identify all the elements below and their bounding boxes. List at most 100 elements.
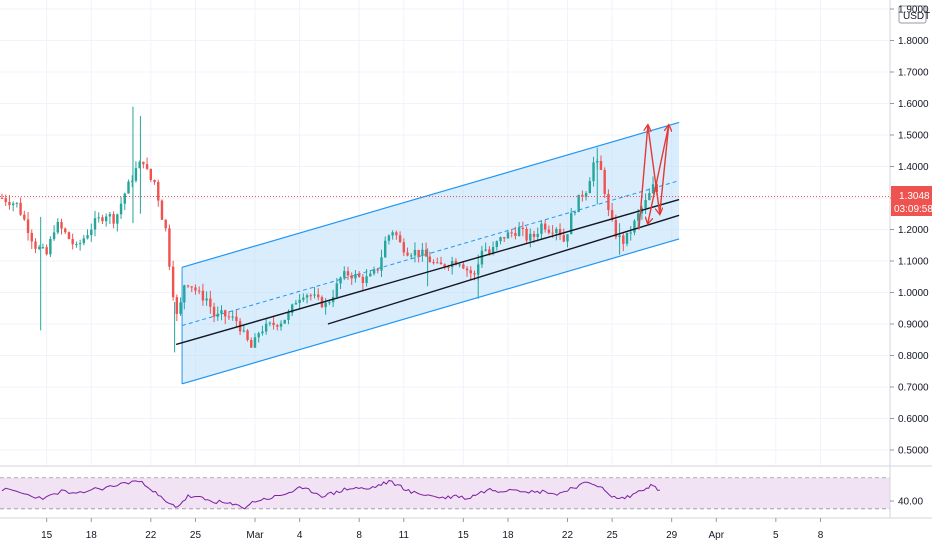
candle-body bbox=[224, 310, 227, 317]
candle-body bbox=[584, 193, 588, 197]
regression-channel[interactable] bbox=[181, 121, 680, 385]
candle-body bbox=[573, 212, 577, 214]
candle-body bbox=[361, 276, 365, 283]
black-trend-line-2[interactable] bbox=[327, 214, 680, 325]
last-price-badge: 1.3048 03:09:58 bbox=[891, 186, 932, 216]
candle-body bbox=[525, 228, 528, 241]
candle-body bbox=[532, 233, 536, 237]
candle-body bbox=[543, 223, 547, 230]
candle-body bbox=[19, 202, 22, 215]
candle-body bbox=[577, 194, 580, 213]
candle-body bbox=[514, 232, 517, 236]
time-axis[interactable]: 15 18 22 25 Mar 4 8 11 15 18 22 25 29 Apr 5 8 bbox=[0, 517, 932, 541]
candle-body bbox=[622, 235, 625, 244]
candle-body bbox=[566, 234, 569, 242]
candle-body bbox=[529, 233, 532, 241]
rsi-tick-label: 40.00 bbox=[898, 497, 923, 508]
candle-body bbox=[450, 261, 454, 268]
candle-body bbox=[4, 198, 7, 202]
time-tick-label: 29 bbox=[666, 530, 678, 541]
candle-body bbox=[506, 232, 510, 239]
candle-body bbox=[469, 270, 472, 274]
candle-body bbox=[75, 244, 78, 246]
candle-body bbox=[287, 312, 290, 320]
candle-body bbox=[491, 247, 495, 254]
candle-body bbox=[257, 333, 260, 338]
candle-body bbox=[283, 319, 286, 324]
candle-body bbox=[93, 218, 97, 230]
candle-body bbox=[317, 294, 320, 298]
time-tick-label: 4 bbox=[297, 530, 303, 541]
candle-body bbox=[328, 302, 331, 304]
price-tick-label: 1.4000 bbox=[898, 162, 929, 173]
price-tick-label: 1.8000 bbox=[898, 36, 929, 47]
candle-body bbox=[603, 169, 606, 194]
candle-body bbox=[34, 241, 37, 249]
candle-body bbox=[558, 229, 562, 236]
candle-body bbox=[8, 201, 11, 206]
time-tick-label: 25 bbox=[607, 530, 619, 541]
projection-arrow[interactable] bbox=[638, 126, 648, 230]
candle-body bbox=[443, 264, 446, 267]
time-tick-label: 5 bbox=[773, 530, 779, 541]
candle-body bbox=[272, 322, 275, 326]
candle-body bbox=[417, 249, 420, 256]
channel-lower-line[interactable] bbox=[181, 238, 680, 385]
price-tick-label: 1.7000 bbox=[898, 68, 929, 79]
candle-body bbox=[391, 232, 394, 236]
candle-body bbox=[212, 306, 216, 317]
candle-body bbox=[82, 238, 86, 244]
candle-body bbox=[26, 219, 30, 233]
candle-body bbox=[116, 214, 119, 224]
candles bbox=[0, 106, 890, 353]
time-tick-label: 15 bbox=[458, 530, 470, 541]
candle-body bbox=[369, 273, 372, 277]
countdown-value: 03:09:58 bbox=[894, 204, 932, 215]
projection-arrow[interactable] bbox=[647, 125, 660, 214]
time-tick-label: 15 bbox=[41, 530, 53, 541]
candle-body bbox=[536, 233, 539, 237]
candle-body bbox=[350, 275, 353, 279]
time-tick-label: 22 bbox=[145, 530, 157, 541]
candle-body bbox=[551, 232, 554, 234]
rsi-line bbox=[1, 480, 660, 510]
candle-body bbox=[298, 299, 301, 303]
candle-body bbox=[78, 243, 82, 245]
candle-body bbox=[547, 229, 551, 233]
candle-body bbox=[231, 316, 234, 318]
candle-body bbox=[365, 276, 368, 283]
quote-unit-box[interactable] bbox=[898, 5, 927, 24]
price-tick-label: 0.5000 bbox=[898, 446, 929, 457]
candle-body bbox=[104, 216, 108, 222]
candle-body bbox=[194, 287, 197, 291]
candle-body bbox=[503, 237, 506, 239]
price-axis[interactable]: USDT 1.9000 1.8000 1.7000 1.6000 1.5000 1.400… bbox=[889, 0, 932, 518]
candle-body bbox=[357, 274, 361, 277]
projection-arrow[interactable] bbox=[659, 126, 669, 214]
candle-body bbox=[395, 232, 398, 236]
price-tick-label: 0.6000 bbox=[898, 414, 929, 425]
rsi-band bbox=[0, 477, 890, 509]
candle-body bbox=[149, 168, 153, 180]
candle-body bbox=[108, 214, 112, 217]
trend-lines[interactable] bbox=[175, 125, 680, 346]
candle-body bbox=[402, 242, 406, 253]
channel-upper-line[interactable] bbox=[181, 121, 680, 268]
candle-body bbox=[495, 241, 499, 248]
candle-body bbox=[119, 203, 123, 215]
projection-arrow[interactable] bbox=[648, 125, 670, 224]
candle-body bbox=[607, 193, 610, 211]
candle-body bbox=[183, 285, 186, 303]
black-trend-line-1[interactable] bbox=[175, 198, 680, 346]
candle-body bbox=[313, 294, 316, 296]
candle-body bbox=[235, 316, 238, 322]
candle-body bbox=[220, 310, 223, 314]
price-tick-label: 1.9000 bbox=[898, 5, 929, 16]
channel-mid-line[interactable] bbox=[181, 180, 680, 327]
candle-body bbox=[197, 290, 201, 292]
candle-body bbox=[610, 210, 614, 221]
candle-body bbox=[592, 162, 595, 182]
time-tick-label: 18 bbox=[86, 530, 98, 541]
price-tick-label: 1.2000 bbox=[898, 225, 929, 236]
